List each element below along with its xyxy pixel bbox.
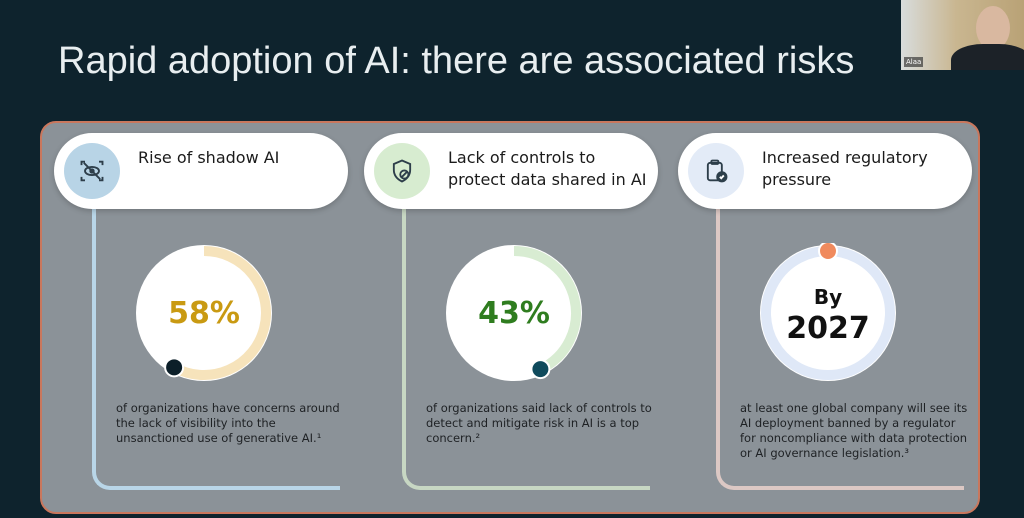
- ring-inner: [772, 257, 884, 369]
- stat-prefix: By: [813, 285, 843, 309]
- shield-block-icon: [374, 143, 430, 199]
- connector-line: [716, 203, 964, 490]
- clipboard-check-icon: [688, 143, 744, 199]
- slide-title: Rapid adoption of AI: there are associat…: [58, 40, 855, 82]
- card-title: Increased regulatory pressure: [762, 148, 928, 189]
- card-title: Lack of controls to protect data shared …: [448, 148, 647, 189]
- risks-panel: Rise of shadow AI 58% of organizations h…: [40, 121, 980, 514]
- presenter-head: [976, 6, 1010, 50]
- progress-dot: [530, 359, 551, 380]
- stat-ring: 58%: [136, 245, 272, 381]
- ring-inner: [148, 257, 260, 369]
- presenter-body: [951, 44, 1024, 70]
- stat-ring: By 2027: [760, 243, 896, 381]
- ring-inner: [458, 257, 570, 369]
- connector-line: [92, 203, 340, 490]
- card-title: Rise of shadow AI: [138, 148, 280, 167]
- stat-value: 43%: [478, 295, 550, 331]
- card-data-controls: Lack of controls to protect data shared …: [352, 123, 662, 516]
- stat-description: of organizations have concerns around th…: [116, 401, 340, 445]
- eye-off-scan-icon: [64, 143, 120, 199]
- card-header: Increased regulatory pressure: [678, 133, 972, 209]
- webcam-thumbnail: Alaa: [901, 0, 1024, 70]
- progress-dot: [164, 357, 185, 378]
- stat-value: 2027: [786, 311, 870, 346]
- progress-arc: [513, 246, 581, 374]
- card-shadow-ai: Rise of shadow AI 58% of organizations h…: [42, 123, 352, 516]
- card-regulatory: Increased regulatory pressure By 2027 at …: [666, 123, 976, 516]
- progress-dot: [818, 243, 838, 261]
- progress-arc: [761, 246, 895, 380]
- card-header: Rise of shadow AI: [54, 133, 348, 209]
- connector-line: [402, 203, 650, 490]
- stat-value: 58%: [168, 295, 240, 331]
- progress-arc: [171, 246, 271, 380]
- card-header: Lack of controls to protect data shared …: [364, 133, 658, 209]
- stat-description: at least one global company will see its…: [740, 401, 968, 460]
- webcam-name: Alaa: [904, 57, 924, 67]
- stat-description: of organizations said lack of controls t…: [426, 401, 652, 445]
- stat-ring: 43%: [446, 245, 582, 381]
